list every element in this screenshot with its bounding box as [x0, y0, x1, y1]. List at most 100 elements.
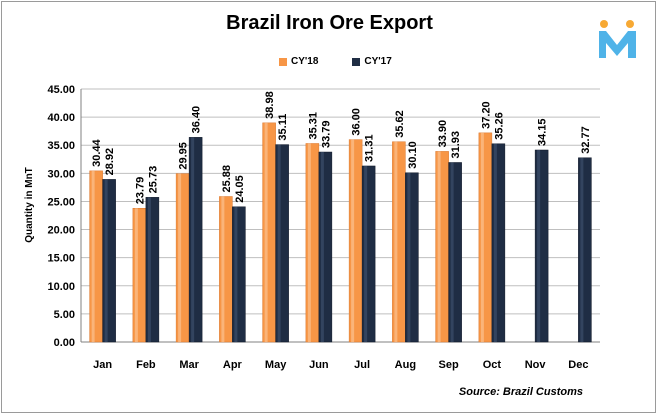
- x-tick-label: Aug: [395, 359, 416, 371]
- legend-item-cy18: CY'18: [279, 56, 318, 67]
- legend: CY'18 CY'17: [279, 56, 392, 67]
- bar-cy17-feb: [145, 197, 160, 343]
- data-label: 30.10: [407, 141, 419, 169]
- bar-cy18-may: [262, 122, 276, 343]
- bar-cy18-feb: [132, 207, 147, 343]
- data-label: 31.31: [364, 134, 376, 162]
- y-tick-label: 45.00: [47, 84, 75, 96]
- bar-highlight: [264, 122, 268, 342]
- bar-cy17-jul: [361, 165, 376, 343]
- legend-swatch-cy18: [279, 57, 287, 66]
- bar-highlight: [104, 179, 108, 342]
- bar-cy17-may: [275, 144, 289, 343]
- legend-label-cy17: CY'17: [364, 56, 392, 67]
- bar-highlight: [351, 139, 355, 342]
- legend-swatch-cy17: [352, 57, 361, 66]
- bar-highlight: [450, 162, 454, 342]
- y-axis-label: Quantity in MnT: [24, 167, 35, 243]
- data-label: 35.11: [277, 114, 289, 141]
- bar-highlight: [91, 170, 95, 342]
- bar-highlight: [364, 165, 368, 342]
- legend-label-cy18: CY'18: [291, 56, 319, 67]
- bar-cy17-apr: [232, 206, 246, 343]
- bar-highlight: [307, 143, 311, 342]
- data-label: 37.20: [480, 101, 492, 129]
- bar-cy17-jan: [102, 179, 116, 343]
- data-label: 36.00: [351, 108, 363, 136]
- x-tick-label: Jan: [93, 359, 112, 371]
- bar-cy17-mar: [188, 137, 203, 343]
- data-label: 35.62: [394, 110, 406, 138]
- data-label: 31.93: [450, 131, 462, 159]
- bar-highlight: [480, 132, 484, 342]
- x-tick-label: Sep: [439, 359, 459, 371]
- bar-cy17-sep: [448, 162, 462, 343]
- y-tick-label: 25.00: [47, 196, 75, 208]
- data-label: 24.05: [234, 175, 246, 203]
- bar-highlight: [134, 208, 138, 342]
- data-label: 33.90: [437, 120, 449, 148]
- data-label: 38.98: [264, 91, 276, 119]
- y-tick-label: 30.00: [47, 168, 75, 180]
- bar-cy18-jan: [89, 170, 103, 343]
- data-label: 29.95: [178, 142, 190, 170]
- data-label: 25.88: [221, 165, 233, 193]
- chart-title: Brazil Iron Ore Export: [226, 12, 433, 34]
- bar-highlight: [320, 152, 324, 342]
- bar-cy18-mar: [175, 173, 190, 343]
- bar-highlight: [493, 143, 497, 342]
- bar-highlight: [191, 137, 195, 342]
- bar-cy18-jun: [305, 143, 320, 343]
- x-tick-label: May: [265, 359, 287, 371]
- data-label: 32.77: [580, 126, 592, 154]
- y-tick-label: 10.00: [47, 281, 75, 293]
- bar-cy18-oct: [478, 132, 493, 343]
- data-label: 34.15: [537, 118, 549, 146]
- data-label: 30.44: [91, 138, 103, 166]
- bar-cy18-aug: [392, 141, 406, 343]
- y-tick-label: 5.00: [54, 309, 75, 321]
- bar-cy18-apr: [219, 196, 233, 343]
- bar-highlight: [580, 157, 584, 342]
- bar-cy17-dec: [578, 157, 592, 343]
- y-tick-label: 40.00: [47, 112, 75, 124]
- bar-highlight: [147, 197, 151, 342]
- x-tick-label: Jul: [354, 359, 370, 371]
- bar-highlight: [178, 173, 182, 342]
- x-tick-label: Apr: [223, 359, 243, 371]
- bar-highlight: [407, 172, 411, 342]
- data-label: 25.73: [147, 166, 159, 194]
- data-label: 35.31: [307, 112, 319, 140]
- x-tick-label: Mar: [179, 359, 199, 371]
- bar-cy18-jul: [348, 139, 363, 343]
- bar-cy17-nov: [534, 149, 549, 343]
- bar-highlight: [537, 150, 541, 342]
- bar-highlight: [437, 151, 441, 342]
- y-tick-label: 35.00: [47, 140, 75, 152]
- bar-cy18-sep: [435, 151, 449, 343]
- bar-cy17-oct: [491, 143, 506, 343]
- source-note: Source: Brazil Customs: [458, 386, 583, 398]
- legend-item-cy17: CY'17: [352, 56, 392, 67]
- bar-highlight: [277, 144, 281, 342]
- x-tick-label: Nov: [525, 359, 547, 371]
- y-tick-label: 20.00: [47, 225, 75, 237]
- bar-highlight: [234, 206, 238, 342]
- data-label: 28.92: [104, 148, 116, 176]
- x-tick-label: Oct: [483, 359, 502, 371]
- m-logo-icon: [599, 20, 636, 58]
- y-tick-label: 15.00: [47, 253, 75, 265]
- x-tick-label: Jun: [309, 359, 329, 371]
- data-label: 36.40: [191, 106, 203, 134]
- data-label: 33.79: [320, 120, 332, 148]
- x-tick-label: Feb: [136, 359, 156, 371]
- bar-cy17-jun: [318, 151, 333, 343]
- bar-cy17-aug: [405, 172, 419, 343]
- y-tick-label: 0.00: [54, 337, 75, 349]
- x-tick-label: Dec: [568, 359, 588, 371]
- data-label: 23.79: [134, 177, 146, 205]
- bar-highlight: [394, 141, 398, 342]
- bar-highlight: [221, 196, 225, 342]
- data-label: 35.26: [493, 112, 505, 140]
